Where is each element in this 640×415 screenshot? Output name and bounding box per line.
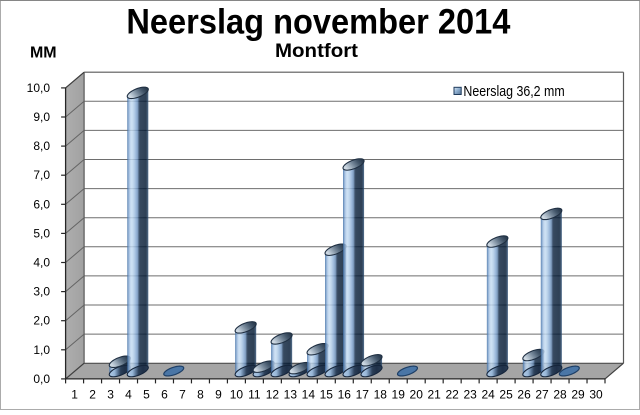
svg-text:29: 29 — [571, 387, 585, 401]
svg-text:27: 27 — [535, 387, 549, 401]
svg-text:17: 17 — [356, 387, 370, 401]
svg-text:10,0: 10,0 — [27, 81, 51, 95]
svg-text:5,0: 5,0 — [33, 226, 50, 240]
svg-text:20: 20 — [410, 387, 424, 401]
svg-text:9: 9 — [215, 387, 222, 401]
svg-text:1,0: 1,0 — [33, 343, 50, 357]
svg-text:Montfort: Montfort — [275, 41, 359, 62]
svg-text:4,0: 4,0 — [33, 256, 50, 270]
svg-text:7,0: 7,0 — [33, 168, 50, 182]
svg-text:24: 24 — [481, 387, 495, 401]
svg-text:8: 8 — [197, 387, 204, 401]
svg-text:21: 21 — [428, 387, 442, 401]
svg-text:0,0: 0,0 — [33, 372, 50, 386]
svg-text:Neerslag november 2014: Neerslag november 2014 — [126, 3, 510, 42]
svg-text:Neerslag 36,2 mm: Neerslag 36,2 mm — [463, 83, 564, 100]
svg-text:23: 23 — [463, 387, 477, 401]
svg-text:30: 30 — [589, 387, 603, 401]
svg-text:4: 4 — [125, 387, 132, 401]
svg-text:26: 26 — [517, 387, 531, 401]
svg-text:10: 10 — [230, 387, 244, 401]
svg-text:7: 7 — [179, 387, 186, 401]
svg-text:13: 13 — [284, 387, 298, 401]
svg-text:6: 6 — [161, 387, 168, 401]
svg-text:22: 22 — [445, 387, 459, 401]
svg-text:11: 11 — [248, 387, 261, 401]
svg-text:1: 1 — [71, 387, 78, 401]
svg-text:15: 15 — [320, 387, 334, 401]
svg-text:6,0: 6,0 — [33, 197, 50, 211]
svg-text:16: 16 — [338, 387, 352, 401]
svg-text:3,0: 3,0 — [33, 285, 50, 299]
svg-text:2: 2 — [89, 387, 96, 401]
svg-text:3: 3 — [107, 387, 114, 401]
svg-text:28: 28 — [553, 387, 567, 401]
svg-text:8,0: 8,0 — [33, 139, 50, 153]
svg-text:9,0: 9,0 — [33, 110, 50, 124]
svg-text:14: 14 — [302, 387, 316, 401]
svg-text:12: 12 — [266, 387, 280, 401]
svg-text:5: 5 — [143, 387, 150, 401]
svg-text:MM: MM — [30, 45, 57, 62]
svg-text:19: 19 — [392, 387, 406, 401]
svg-text:25: 25 — [499, 387, 513, 401]
svg-text:2,0: 2,0 — [33, 314, 50, 328]
svg-text:18: 18 — [374, 387, 388, 401]
